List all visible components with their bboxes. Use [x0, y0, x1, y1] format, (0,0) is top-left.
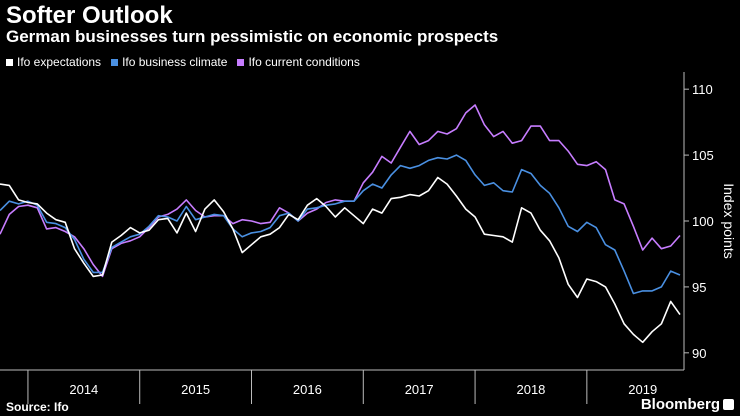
y-axis-title: Index points	[721, 183, 737, 259]
series-line-business-climate	[0, 154, 681, 295]
series-line-expectations	[0, 176, 681, 344]
y-tick-label: 90	[692, 346, 706, 361]
legend: Ifo expectations Ifo business climate If…	[6, 54, 370, 70]
x-tick-label: 2014	[69, 382, 98, 397]
legend-swatch-expectations	[6, 58, 13, 66]
x-tick-label: 2019	[628, 382, 657, 397]
chart-title: Softer Outlook	[6, 2, 173, 29]
y-tick-label: 105	[692, 148, 714, 163]
chart-subtitle: German businesses turn pessimistic on ec…	[6, 27, 499, 46]
legend-item-expectations: Ifo expectations	[6, 55, 101, 69]
x-tick-label: 2015	[181, 382, 210, 397]
legend-label-current-conditions: Ifo current conditions	[248, 55, 360, 69]
legend-swatch-business-climate	[111, 58, 119, 66]
y-tick-label: 100	[692, 214, 714, 229]
legend-swatch-current-conditions	[237, 58, 245, 66]
legend-item-business-climate: Ifo business climate	[111, 55, 227, 69]
series-line-current-conditions	[0, 104, 681, 278]
legend-item-current-conditions: Ifo current conditions	[237, 55, 360, 69]
x-tick-label: 2016	[293, 382, 322, 397]
x-tick-label: 2018	[516, 382, 545, 397]
legend-label-business-climate: Ifo business climate	[122, 55, 228, 69]
x-tick-label: 2017	[405, 382, 434, 397]
source-note: Source: Ifo	[6, 400, 69, 414]
y-tick-label: 95	[692, 280, 706, 295]
bloomberg-logo: Bloomberg	[640, 396, 720, 413]
legend-label-expectations: Ifo expectations	[17, 55, 102, 69]
y-tick-label: 110	[692, 82, 713, 97]
bloomberg-logo-icon	[723, 399, 734, 410]
